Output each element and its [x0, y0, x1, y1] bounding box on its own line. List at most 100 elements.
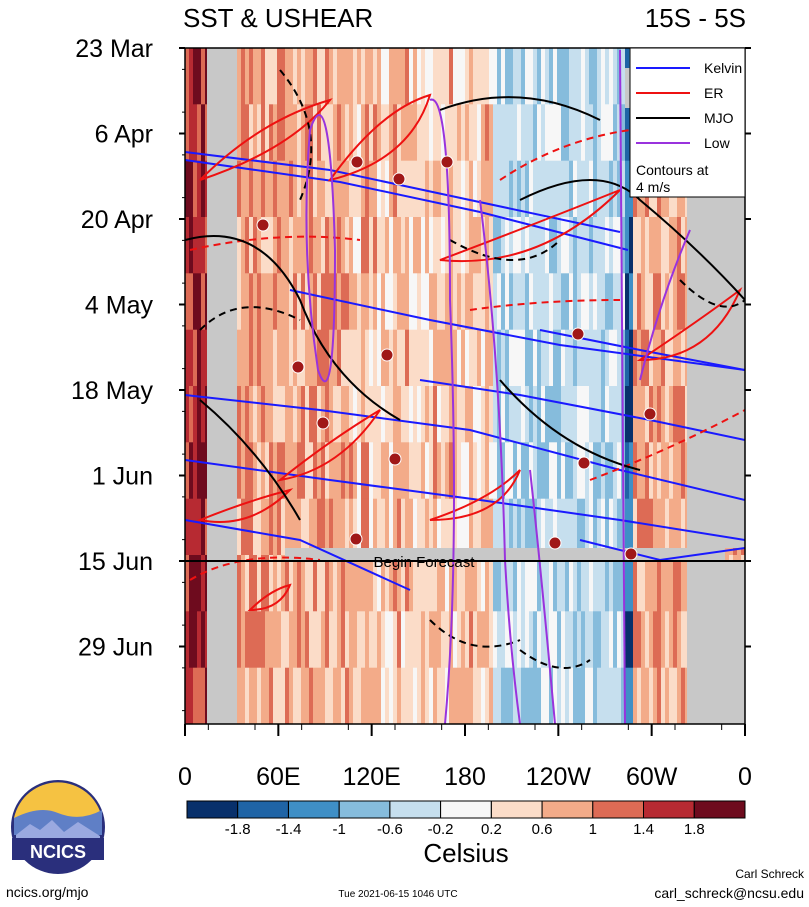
heatmap-cell — [345, 104, 350, 162]
heatmap-cell — [201, 667, 206, 724]
heatmap-cell — [665, 386, 670, 443]
heatmap-cell — [465, 217, 470, 274]
heatmap-cell — [649, 217, 654, 274]
heatmap-cell — [577, 329, 582, 387]
heatmap-cell — [357, 555, 362, 612]
heatmap-cell — [573, 386, 578, 443]
heatmap-cell — [533, 104, 538, 162]
heatmap-cell — [629, 667, 634, 724]
heatmap-cell — [297, 48, 302, 105]
chart-title-right: 15S - 5S — [645, 3, 746, 33]
heatmap-cell — [241, 329, 246, 387]
colorbar-label: 1.8 — [684, 821, 705, 838]
heatmap-cell — [421, 48, 426, 105]
heatmap-cell — [373, 273, 378, 331]
heatmap-cell — [421, 329, 426, 387]
heatmap-cell — [681, 555, 686, 612]
heatmap-cell — [293, 667, 298, 724]
heatmap-cell — [669, 667, 674, 724]
heatmap-cell — [365, 104, 370, 162]
heatmap-cell — [437, 160, 442, 218]
heatmap-cell — [245, 498, 250, 556]
heatmap-cell — [361, 160, 366, 218]
heatmap-cell — [417, 667, 422, 724]
missing-data-band — [625, 68, 633, 108]
heatmap-cell — [629, 498, 634, 556]
heatmap-cell — [361, 217, 366, 274]
heatmap-cell — [633, 611, 638, 669]
missing-data-band — [207, 48, 237, 724]
heatmap-cell — [393, 442, 398, 500]
heatmap-cell — [577, 442, 582, 500]
heatmap-cell — [357, 611, 362, 669]
heatmap-cell — [261, 611, 266, 669]
heatmap-cell — [481, 667, 486, 724]
heatmap-cell — [273, 386, 278, 443]
heatmap-cell — [565, 498, 570, 556]
heatmap-cell — [381, 104, 386, 162]
heatmap-cell — [513, 104, 518, 162]
heatmap-cell — [433, 442, 438, 500]
heatmap-cell — [509, 667, 514, 724]
heatmap-cell — [417, 611, 422, 669]
heatmap-cell — [185, 386, 190, 443]
heatmap-cell — [529, 611, 534, 669]
heatmap-cell — [269, 48, 274, 105]
heatmap-cell — [253, 217, 258, 274]
heatmap-cell — [657, 667, 662, 724]
heatmap-cell — [377, 442, 382, 500]
heatmap-cell — [469, 104, 474, 162]
heatmap-cell — [193, 273, 198, 331]
heatmap-cell — [517, 273, 522, 331]
heatmap-cell — [561, 329, 566, 387]
heatmap-cell — [653, 217, 658, 274]
heatmap-cell — [289, 48, 294, 105]
colorbar-cell — [490, 800, 543, 819]
heatmap-cell — [193, 48, 198, 105]
heatmap-cell — [417, 217, 422, 274]
heatmap-cell — [241, 667, 246, 724]
heatmap-cell — [297, 386, 302, 443]
heatmap-cell — [337, 611, 342, 669]
kelvin-contour — [419, 379, 745, 441]
heatmap-cell — [605, 667, 610, 724]
heatmap-cell — [317, 329, 322, 387]
y-tick-label: 29 Jun — [78, 634, 153, 662]
heatmap-cell — [457, 611, 462, 669]
heatmap-cell — [597, 611, 602, 669]
heatmap-cell — [365, 273, 370, 331]
heatmap-cell — [653, 611, 658, 669]
heatmap-cell — [629, 442, 634, 500]
heatmap-cell — [493, 498, 498, 556]
heatmap-cell — [541, 217, 546, 274]
heatmap-cell — [497, 442, 502, 500]
heatmap-cell — [557, 555, 562, 612]
heatmap-cell — [473, 273, 478, 331]
heatmap-cell — [613, 160, 618, 218]
heatmap-cell — [273, 217, 278, 274]
heatmap-cell — [541, 386, 546, 443]
heatmap-cell — [285, 442, 290, 500]
heatmap-cell — [241, 104, 246, 162]
heatmap-cell — [317, 217, 322, 274]
heatmap-cell — [585, 555, 590, 612]
heatmap-cell — [261, 329, 266, 387]
heatmap-cell — [561, 386, 566, 443]
heatmap-cell — [473, 386, 478, 443]
heatmap-cell — [297, 442, 302, 500]
heatmap-cell — [345, 611, 350, 669]
heatmap-cell — [245, 329, 250, 387]
heatmap-cell — [477, 667, 482, 724]
heatmap-cell — [301, 329, 306, 387]
heatmap-cell — [497, 160, 502, 218]
heatmap-cell — [405, 48, 410, 105]
heatmap-cell — [389, 48, 394, 105]
heatmap-cell — [485, 386, 490, 443]
heatmap-cell — [525, 160, 530, 218]
heatmap-cell — [373, 329, 378, 387]
heatmap-cell — [645, 555, 650, 612]
heatmap-cell — [345, 498, 350, 556]
heatmap-cell — [397, 329, 402, 387]
heatmap-cell — [557, 611, 562, 669]
heatmap-cell — [629, 386, 634, 443]
